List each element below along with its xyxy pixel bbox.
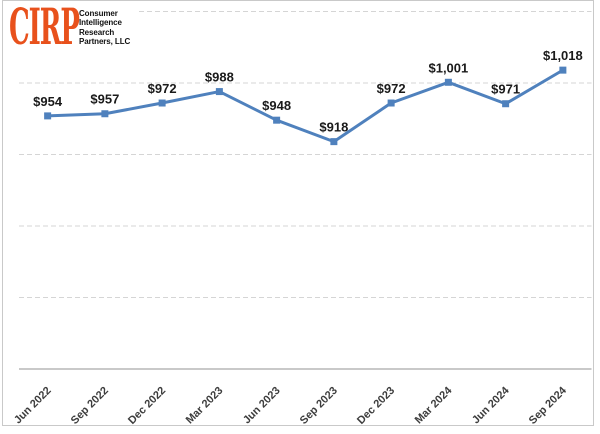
data-point-label: $918: [319, 120, 348, 135]
data-series-line: [46, 68, 565, 144]
x-axis-tick-label: Mar 2024: [413, 384, 455, 426]
data-point-label: $972: [148, 81, 177, 96]
x-axis-tick-label: Mar 2023: [184, 385, 226, 427]
data-point-marker: [502, 100, 510, 108]
logo-line: Consumer: [79, 9, 118, 18]
data-point-marker: [215, 88, 223, 96]
data-point-marker: [387, 99, 395, 107]
logo-line: Partners, LLC: [79, 37, 131, 47]
data-point-marker: [273, 116, 281, 124]
logo-line: Research: [79, 27, 115, 37]
data-point-label: $954: [33, 94, 63, 109]
data-point-marker: [444, 78, 452, 86]
data-point-marker: [44, 112, 52, 120]
x-axis-tick-label: Jun 2022: [12, 385, 54, 427]
x-axis-tick-label: Sep 2022: [69, 385, 111, 427]
x-axis-tick-label: Sep 2023: [298, 385, 340, 427]
x-axis-tick-label: Dec 2022: [126, 385, 168, 427]
x-axis-tick-label: Jun 2023: [241, 385, 283, 427]
cirp-logo: CIRP Consumer Intelligence Research Part…: [8, 2, 139, 52]
data-point-label: $1,001: [428, 60, 468, 75]
cirp-logo-mark-wrap: CIRP: [9, 2, 80, 52]
data-point-label: $1,018: [543, 48, 583, 63]
x-axis-tick-label: Sep 2024: [527, 384, 570, 427]
data-point-label: $957: [90, 92, 119, 107]
data-point-label: $972: [377, 81, 406, 96]
x-axis-tick-label: Jun 2024: [470, 384, 512, 426]
data-point-label: $988: [205, 70, 234, 85]
cirp-logo-mark: CIRP: [9, 0, 80, 56]
x-axis-tick-label: Dec 2023: [355, 385, 397, 427]
data-point-label: $971: [491, 82, 520, 97]
data-point-label: $948: [262, 98, 291, 113]
data-point-marker: [559, 66, 567, 74]
data-point-marker: [101, 110, 109, 118]
data-point-marker: [330, 138, 338, 146]
cirp-logo-text: Consumer Intelligence Research Partners,…: [79, 9, 130, 47]
logo-line: Intelligence: [79, 18, 122, 28]
data-point-marker: [158, 99, 166, 107]
